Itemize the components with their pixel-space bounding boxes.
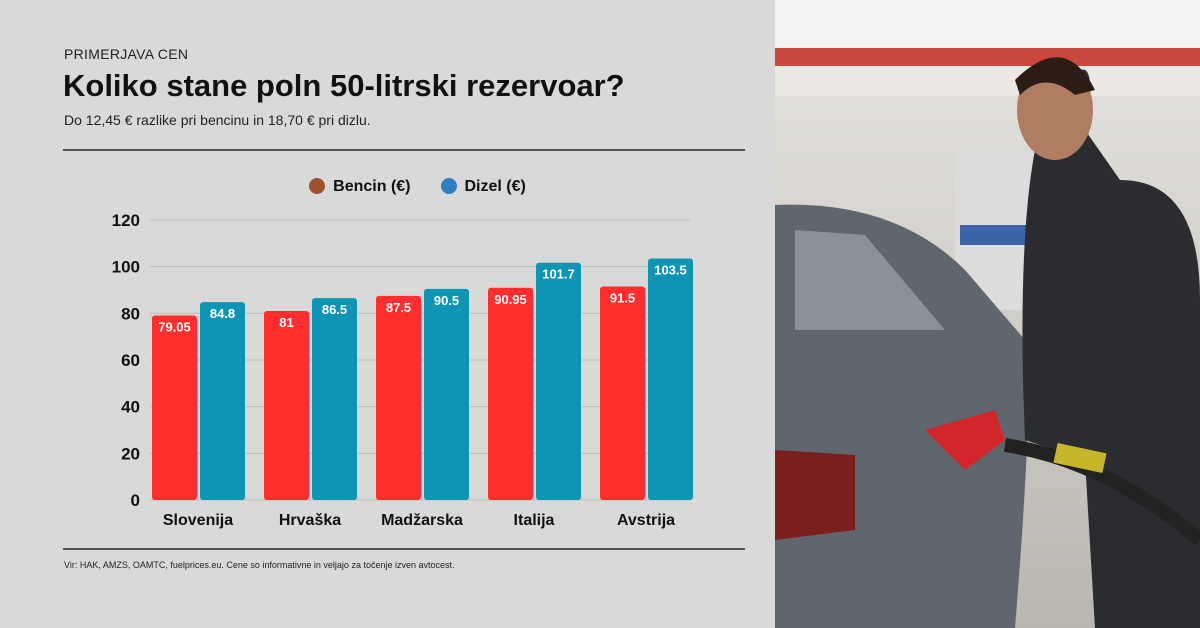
data-label: 103.5 [654,263,687,278]
data-label: 84.8 [210,306,235,321]
x-tick-label: Madžarska [381,512,463,529]
data-label: 87.5 [386,300,411,315]
data-label: 90.95 [494,292,527,307]
y-tick-label: 20 [121,444,140,463]
kicker: PRIMERJAVA CEN [64,46,189,62]
legend-label: Bencin (€) [333,178,411,195]
x-tick-label: Slovenija [163,512,233,529]
bencin-dot-icon [309,178,326,194]
x-tick-label: Hrvaška [279,512,341,529]
bar-dizel [424,288,469,500]
bar-chart: 0 20 40 60 80 100 120 79.05 84.8 Slovenija 81 86.5 H… [112,211,693,529]
bar-dizel [200,302,245,500]
subtitle: Do 12,45 € razlike pri bencinu in 18,70 … [64,112,371,128]
x-tick-label: Italija [514,512,555,529]
bar-dizel [648,258,693,500]
divider [63,548,745,550]
legend-item-dizel: Dizel (€) [440,178,526,196]
y-tick-label: 40 [121,398,140,417]
y-tick-label: 0 [131,491,140,510]
data-label: 86.5 [322,302,347,317]
bar-bencin [376,295,421,500]
y-tick-label: 80 [121,304,140,323]
bar-dizel [312,298,357,500]
data-label: 101.7 [542,267,575,282]
y-tick-label: 60 [121,351,140,370]
bar-bencin [600,286,645,500]
data-label: 90.5 [434,293,459,308]
bar-bencin [152,315,197,500]
data-label: 81 [279,315,293,330]
y-tick-label: 100 [112,258,140,277]
x-tick-label: Avstrija [617,512,675,529]
dizel-dot-icon [440,178,457,194]
y-tick-label: 120 [112,211,140,230]
bar-bencin [488,287,533,500]
bar-dizel [536,262,581,500]
data-label: 91.5 [610,291,635,306]
legend-label: Dizel (€) [464,178,526,195]
data-label: 79.05 [158,320,191,335]
photo-man-refueling-car [775,0,1200,628]
legend-item-bencin: Bencin (€) [309,178,411,196]
page-title: Koliko stane poln 50-litrski rezervoar? [63,68,625,103]
legend: Bencin (€) Dizel (€) [0,178,800,196]
bar-bencin [264,311,309,500]
divider [63,149,745,151]
source-note: Vir: HAK, AMZS, OAMTC, fuelprices.eu. Ce… [64,560,455,570]
